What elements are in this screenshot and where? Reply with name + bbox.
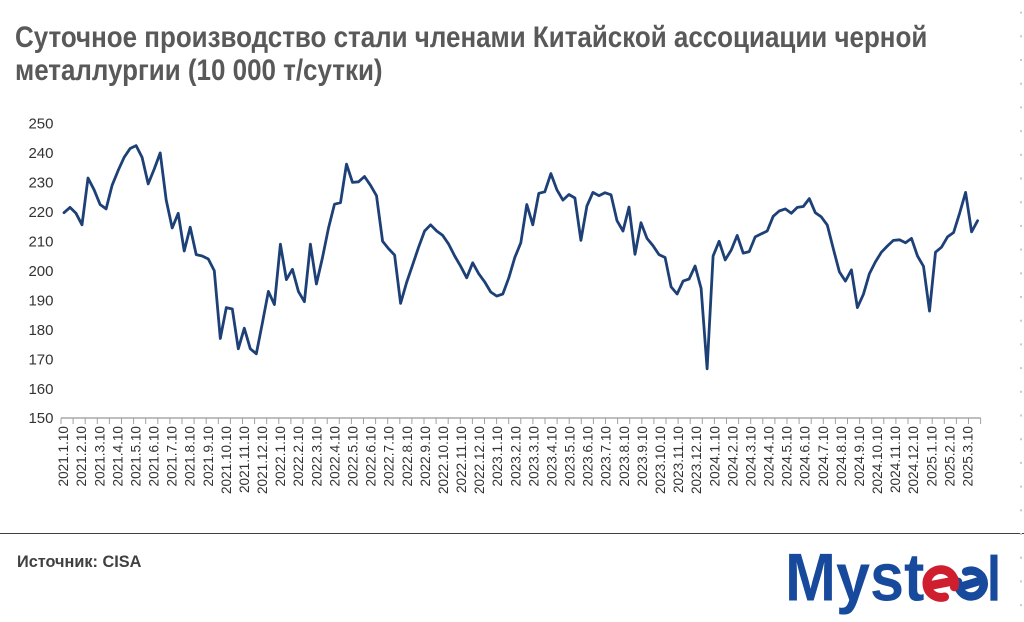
svg-text:2023.6.10: 2023.6.10 (581, 426, 596, 487)
svg-text:2022.7.10: 2022.7.10 (382, 426, 397, 487)
svg-text:2024.9.10: 2024.9.10 (852, 426, 867, 487)
svg-text:2022.8.10: 2022.8.10 (400, 426, 415, 487)
svg-text:2021.7.10: 2021.7.10 (165, 426, 180, 487)
svg-text:2022.3.10: 2022.3.10 (309, 426, 324, 487)
svg-text:2021.1.10: 2021.1.10 (56, 426, 71, 487)
svg-text:160: 160 (28, 381, 53, 398)
svg-text:2023.2.10: 2023.2.10 (508, 426, 523, 487)
svg-text:2023.3.10: 2023.3.10 (526, 426, 541, 487)
svg-text:210: 210 (28, 234, 53, 251)
svg-text:200: 200 (28, 263, 53, 280)
svg-text:230: 230 (28, 175, 53, 192)
svg-text:2024.2.10: 2024.2.10 (725, 426, 740, 487)
svg-text:2021.4.10: 2021.4.10 (110, 426, 125, 487)
svg-text:Myst: Myst (785, 539, 924, 616)
svg-text:2024.8.10: 2024.8.10 (834, 426, 849, 487)
svg-text:2022.9.10: 2022.9.10 (418, 426, 433, 487)
svg-text:2021.11.10: 2021.11.10 (237, 426, 252, 493)
svg-text:2021.12.10: 2021.12.10 (255, 426, 270, 494)
svg-text:2023.1.10: 2023.1.10 (490, 426, 505, 487)
svg-text:2024.7.10: 2024.7.10 (816, 426, 831, 487)
svg-text:220: 220 (28, 204, 53, 221)
svg-text:2024.6.10: 2024.6.10 (798, 426, 813, 487)
svg-text:2024.4.10: 2024.4.10 (762, 426, 777, 487)
svg-text:2024.3.10: 2024.3.10 (743, 426, 758, 487)
svg-text:2023.5.10: 2023.5.10 (563, 426, 578, 487)
svg-text:2022.11.10: 2022.11.10 (454, 426, 469, 493)
svg-text:2021.5.10: 2021.5.10 (129, 426, 144, 487)
svg-text:2023.4.10: 2023.4.10 (545, 426, 560, 487)
svg-text:2022.5.10: 2022.5.10 (346, 426, 361, 487)
svg-text:2021.3.10: 2021.3.10 (92, 426, 107, 487)
svg-text:2024.11.10: 2024.11.10 (888, 426, 903, 493)
svg-text:190: 190 (28, 292, 53, 309)
svg-text:2024.10.10: 2024.10.10 (870, 426, 885, 494)
svg-text:2021.6.10: 2021.6.10 (147, 426, 162, 487)
svg-text:180: 180 (28, 322, 53, 339)
svg-text:150: 150 (28, 410, 53, 427)
svg-text:240: 240 (28, 145, 53, 162)
svg-text:250: 250 (28, 116, 53, 133)
svg-text:2022.1.10: 2022.1.10 (273, 426, 288, 487)
svg-text:2023.8.10: 2023.8.10 (617, 426, 632, 487)
svg-text:2023.10.10: 2023.10.10 (653, 426, 668, 494)
svg-text:2023.11.10: 2023.11.10 (671, 426, 686, 493)
svg-text:2025.3.10: 2025.3.10 (961, 426, 976, 487)
svg-text:2021.8.10: 2021.8.10 (183, 426, 198, 487)
svg-text:2022.10.10: 2022.10.10 (436, 426, 451, 494)
svg-text:2024.1.10: 2024.1.10 (707, 426, 722, 487)
svg-text:2022.4.10: 2022.4.10 (327, 426, 342, 487)
svg-text:2022.2.10: 2022.2.10 (291, 426, 306, 487)
svg-text:2021.10.10: 2021.10.10 (219, 426, 234, 494)
svg-text:2023.12.10: 2023.12.10 (689, 426, 704, 494)
svg-text:2023.7.10: 2023.7.10 (599, 426, 614, 487)
svg-text:2022.6.10: 2022.6.10 (364, 426, 379, 487)
svg-text:2023.9.10: 2023.9.10 (635, 426, 650, 487)
svg-text:2025.1.10: 2025.1.10 (924, 426, 939, 487)
svg-text:170: 170 (28, 351, 53, 368)
svg-text:2024.12.10: 2024.12.10 (906, 426, 921, 494)
svg-text:2025.2.10: 2025.2.10 (942, 426, 957, 487)
svg-text:2021.2.10: 2021.2.10 (74, 426, 89, 487)
svg-text:2022.12.10: 2022.12.10 (472, 426, 487, 494)
svg-text:2024.5.10: 2024.5.10 (780, 426, 795, 487)
svg-text:2021.9.10: 2021.9.10 (201, 426, 216, 487)
